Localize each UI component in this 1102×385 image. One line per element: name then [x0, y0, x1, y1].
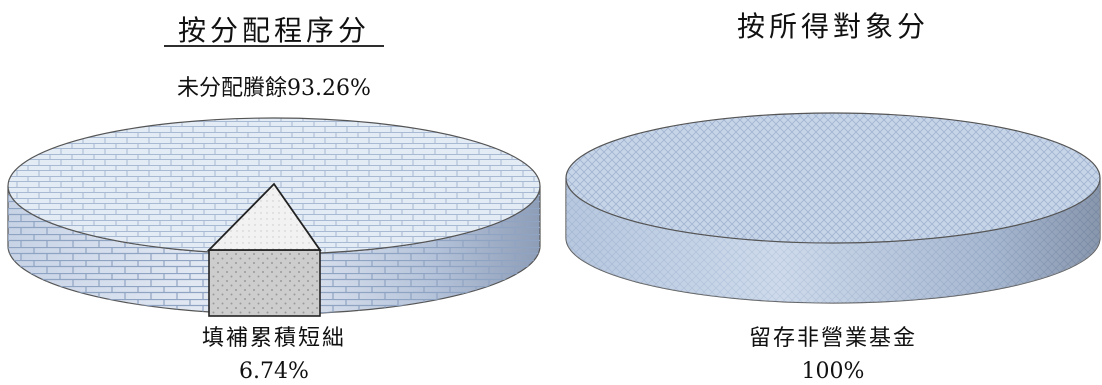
- chart-right-title: 按所得對象分: [737, 10, 929, 43]
- pie-left-slice-deficit-face: [208, 249, 321, 317]
- chart-left: 按分配程序分 未分配賸餘93.26% 填補累積短絀 6.74%: [7, 14, 541, 384]
- slice-label-retained: 留存非營業基金: [749, 326, 917, 351]
- slice-label-deficit: 填補累積短絀: [202, 326, 346, 351]
- slice-value-retained: 100%: [802, 359, 865, 384]
- chart-left-title: 按分配程序分: [178, 14, 370, 47]
- slice-value-deficit: 6.74%: [239, 359, 309, 384]
- pie-right-slice-retained-top: [565, 112, 1101, 244]
- slice-label-unallocated: 未分配賸餘93.26%: [177, 76, 371, 101]
- pie-left-slice-deficit-top: [206, 182, 322, 251]
- chart-right: 按所得對象分 留存非營業基金 100%: [565, 10, 1101, 384]
